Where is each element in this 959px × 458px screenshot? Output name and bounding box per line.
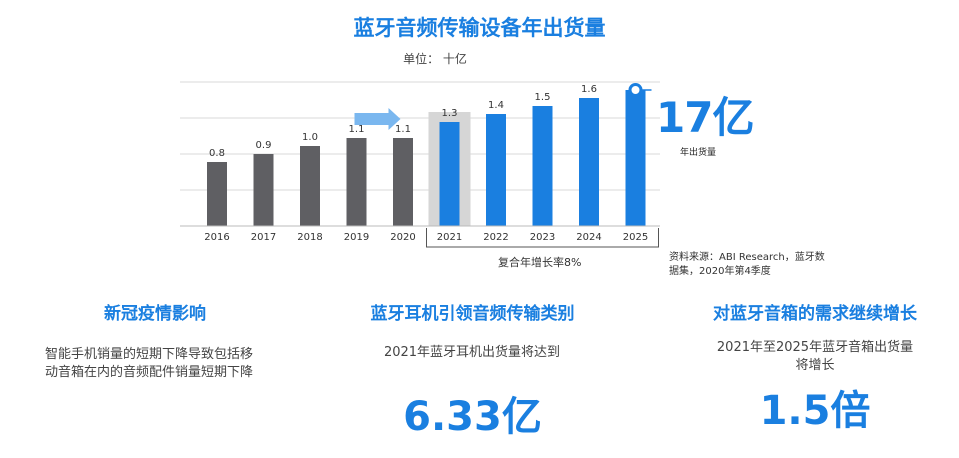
bar-2017 bbox=[253, 154, 274, 226]
bar-2018 bbox=[300, 146, 320, 226]
tick-label-2024: 2024 bbox=[576, 232, 601, 243]
col3-big-number: 1.5倍 bbox=[759, 388, 871, 434]
bar-2021 bbox=[439, 122, 460, 226]
col3-text: 2021年至2025年蓝牙音箱出货量将增长 bbox=[716, 340, 914, 373]
source-note: 资料来源：ABI Research，蓝牙数据集，2020年第4季度 bbox=[669, 252, 825, 277]
col3-title: 对蓝牙音箱的需求继续增长 bbox=[713, 304, 917, 324]
unit-label: 单位： 十亿 bbox=[403, 52, 467, 66]
tick-label-2021: 2021 bbox=[437, 232, 462, 243]
col2-big-number: 6.33亿 bbox=[403, 394, 542, 440]
forecast-arrow bbox=[354, 108, 401, 130]
data-label-2021: 1.3 bbox=[442, 108, 458, 119]
bar-2024 bbox=[579, 98, 599, 226]
col1-text: 智能手机销量的短期下降导致包括移动音箱在内的音频配件销量短期下降 bbox=[44, 347, 253, 380]
tick-label-2019: 2019 bbox=[344, 232, 369, 243]
data-label-2019: 1.1 bbox=[349, 124, 365, 135]
tick-label-2025: 2025 bbox=[623, 232, 648, 243]
annotation-value: 17亿 bbox=[656, 93, 754, 142]
forecast-bracket bbox=[426, 228, 659, 248]
data-label-2024: 1.6 bbox=[581, 84, 597, 95]
tick-label-2023: 2023 bbox=[530, 232, 555, 243]
bar-2022 bbox=[486, 114, 506, 226]
bar-2020 bbox=[393, 138, 413, 226]
bar-chart: 0.8 2016 0.9 2017 1.0 2018 1.1 2019 1.1 2020 1.3 20… bbox=[180, 81, 660, 248]
bar-2016 bbox=[207, 162, 227, 226]
chart-title: 蓝牙音频传输设备年出货量 bbox=[353, 16, 606, 40]
data-label-2018: 1.0 bbox=[302, 132, 318, 143]
tick-label-2018: 2018 bbox=[297, 232, 322, 243]
data-label-2020: 1.1 bbox=[395, 124, 411, 135]
data-label-2016: 0.8 bbox=[209, 148, 225, 159]
cagr-label: 复合年增长率8% bbox=[498, 256, 582, 269]
annotation-marker bbox=[628, 83, 643, 97]
bar-2025 bbox=[625, 90, 646, 226]
tick-label-2020: 2020 bbox=[390, 232, 415, 243]
data-label-2022: 1.4 bbox=[488, 100, 504, 111]
col2-title: 蓝牙耳机引领音频传输类别 bbox=[370, 304, 575, 324]
col2-text: 2021年蓝牙耳机出货量将达到 bbox=[383, 345, 561, 360]
tick-label-2022: 2022 bbox=[483, 232, 508, 243]
bar-2023 bbox=[532, 106, 553, 226]
tick-label-2017: 2017 bbox=[251, 232, 276, 243]
tick-label-2016: 2016 bbox=[204, 232, 229, 243]
data-label-2023: 1.5 bbox=[535, 92, 551, 103]
data-label-2017: 0.9 bbox=[256, 140, 272, 151]
col1-title: 新冠疫情影响 bbox=[104, 304, 206, 324]
bar-2019 bbox=[346, 138, 367, 226]
annotation-label: 年出货量 bbox=[680, 148, 717, 158]
